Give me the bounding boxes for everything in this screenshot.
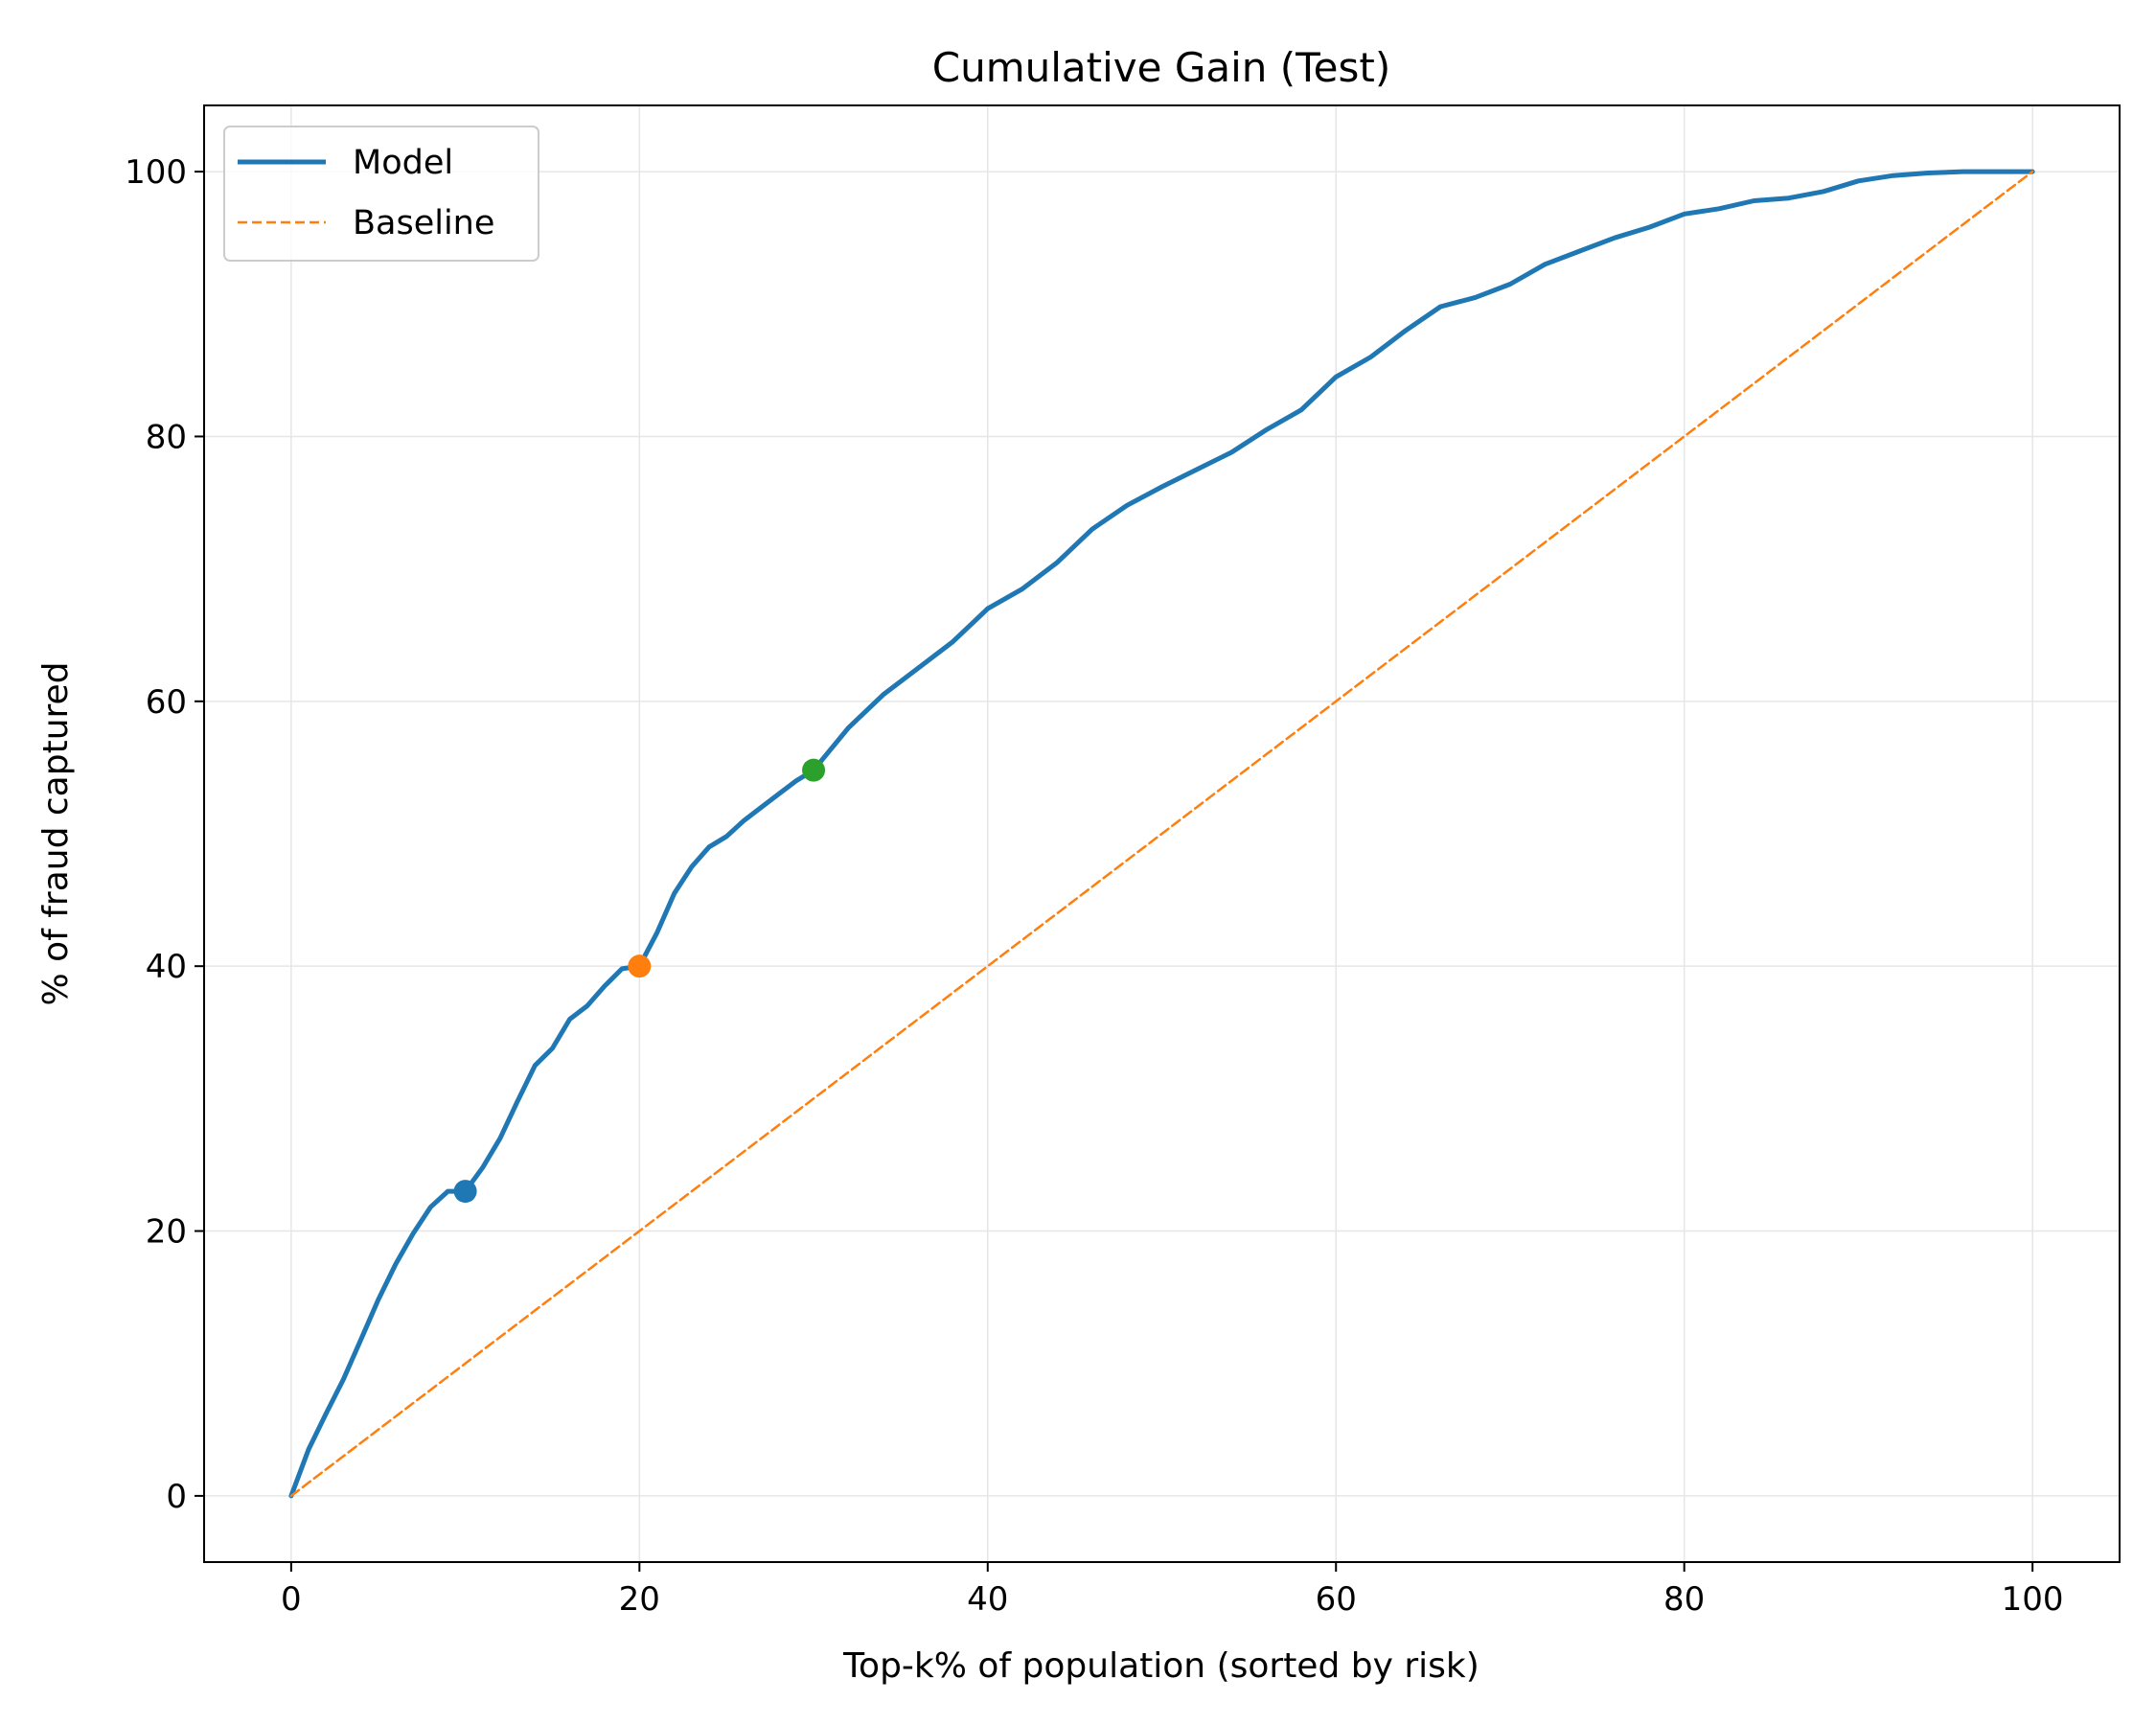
y-tick-label: 100 [125, 153, 187, 192]
grid-lines [204, 105, 2120, 1562]
y-tick-label: 20 [146, 1213, 187, 1252]
y-tick-label: 60 [146, 683, 187, 722]
x-tick-label: 60 [1316, 1580, 1357, 1619]
series-lines [288, 169, 2035, 1499]
plot-area-frame [203, 104, 2121, 1563]
series-line-baseline [289, 170, 2034, 1498]
highlight-marker [802, 758, 826, 782]
x-tick-label: 0 [281, 1580, 302, 1619]
legend-label-baseline: Baseline [353, 204, 494, 242]
highlight-marker [628, 954, 652, 978]
legend-label-model: Model [353, 144, 453, 182]
legend: Model Baseline [223, 126, 539, 262]
series-line-model [288, 169, 2035, 1499]
highlight-markers [453, 758, 826, 1204]
x-axis-title: Top-k% of population (sorted by risk) [842, 1646, 1479, 1686]
x-tick-label: 20 [619, 1580, 660, 1619]
y-axis-title: % of fraud captured [36, 661, 76, 1005]
x-tick-label: 100 [2002, 1580, 2064, 1619]
x-tick-label: 40 [967, 1580, 1008, 1619]
y-tick-label: 80 [146, 418, 187, 456]
y-tick-label: 40 [146, 948, 187, 986]
chart-title: Cumulative Gain (Test) [932, 44, 1390, 91]
highlight-marker [453, 1180, 477, 1204]
y-tick-label: 0 [166, 1478, 187, 1516]
x-tick-label: 80 [1663, 1580, 1705, 1619]
axis-ticks: 0 20 40 60 80 100 0 20 40 60 80 100 [125, 153, 2063, 1619]
